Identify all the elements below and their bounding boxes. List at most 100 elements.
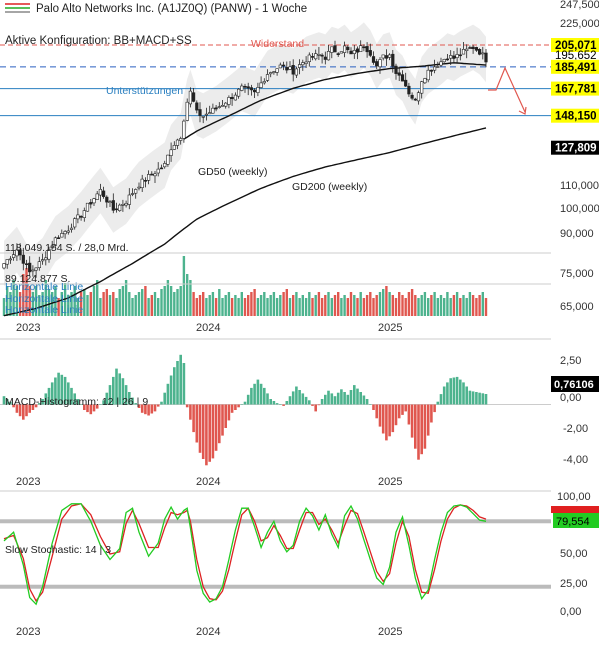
price-label-bg [551, 140, 599, 155]
hline-label-2: Horizontale Linie [5, 293, 83, 305]
candle-down [404, 79, 408, 87]
macd-bar [92, 404, 96, 412]
candle-up [436, 66, 440, 68]
volume-bar [288, 298, 292, 316]
volume-bar [137, 292, 141, 316]
candle-up [140, 178, 144, 189]
volume-bar [346, 298, 349, 316]
candle-down [336, 53, 340, 55]
volume-bar [70, 292, 73, 316]
volume-bar [182, 256, 186, 316]
volume-bar [385, 286, 388, 316]
macd-bar [275, 403, 279, 405]
support-label: Unterstützungen [106, 85, 183, 97]
candle-up [37, 261, 41, 269]
volume-bar [6, 286, 9, 316]
candle-up [82, 210, 86, 219]
macd-bar [105, 392, 109, 405]
candle-up [432, 66, 437, 71]
macd-tick: -4,00 [563, 454, 588, 466]
volume-bar [198, 295, 202, 316]
macd-bar [340, 389, 343, 405]
price-label-bg [551, 38, 599, 52]
candle-up [237, 88, 241, 97]
volume-bar [54, 286, 57, 316]
macd-bar [324, 394, 327, 405]
macd-tick: -2,00 [563, 423, 588, 435]
macd-bar [76, 399, 80, 405]
x-tick-2025: 2025 [378, 626, 402, 638]
stoch-k-line [3, 503, 487, 606]
stoch-tick: 25,00 [560, 578, 588, 590]
price-tick: 247,500 [560, 0, 599, 11]
volume-bar [25, 268, 28, 316]
volume-bar [259, 295, 263, 316]
volume-bar [208, 295, 211, 316]
candle-down [21, 254, 25, 264]
candle-down [111, 200, 115, 211]
volume-bar [31, 292, 35, 316]
x-tick-2024: 2024 [196, 322, 220, 334]
stochastic-panel [0, 503, 551, 606]
macd-bar [189, 404, 192, 420]
macd-bar [263, 387, 266, 405]
candle-up [224, 102, 228, 107]
macd-bar [259, 383, 263, 405]
candle-up [211, 107, 215, 114]
candle-up [5, 259, 9, 265]
candle-down [195, 102, 199, 111]
macd-bar [394, 404, 398, 426]
volume-bar [121, 286, 125, 316]
volume-bar [99, 298, 102, 316]
macd-bar [455, 376, 459, 405]
macd-bar [2, 396, 6, 405]
macd-bar [50, 382, 54, 405]
candle-down [192, 92, 196, 102]
volume-bar [427, 298, 430, 316]
macd-bar [121, 378, 125, 405]
candle-up [163, 163, 167, 168]
gd50-line [183, 62, 487, 140]
candle-up [330, 46, 334, 53]
candle-up [381, 54, 385, 59]
candle-up [423, 78, 427, 84]
macd-histogram [0, 354, 551, 466]
candle-up [256, 87, 260, 94]
candle-up [326, 50, 331, 61]
volume-bar [324, 295, 327, 316]
volume-bar [179, 286, 182, 316]
volume-bar [275, 298, 279, 316]
candle-down [281, 64, 286, 67]
macd-bar [118, 373, 121, 405]
macd-bar [401, 404, 404, 415]
candle-up [269, 72, 273, 75]
candle-down [445, 58, 450, 61]
macd-bar [349, 390, 353, 405]
candle-down [89, 202, 93, 205]
macd-bar [44, 393, 48, 405]
price-label-bg [551, 59, 599, 74]
volume-bar [375, 295, 378, 316]
volume-label-total: 118.049.154 S. / 28,0 Mrd. [5, 242, 129, 254]
candle-up [179, 138, 183, 141]
macd-bar [221, 404, 224, 436]
volume-bar [372, 298, 375, 316]
candle-down [214, 107, 218, 110]
macd-bar [83, 404, 86, 410]
candle-up [134, 189, 138, 194]
macd-bar [356, 388, 359, 405]
bollinger-band [4, 22, 486, 296]
volume-bar [320, 298, 324, 316]
candle-down [243, 86, 247, 88]
macd-bar [426, 404, 430, 436]
macd-bar [353, 385, 356, 405]
macd-bar [465, 386, 468, 405]
candle-up [127, 194, 131, 205]
candle-up [272, 71, 276, 73]
chart-title: Palo Alto Networks Inc. (A1JZ0Q) (PANW) … [36, 3, 307, 15]
candle-up [288, 66, 292, 70]
forecast-arrow-layer [488, 66, 527, 115]
volume-bar [471, 295, 475, 316]
volume-bar [449, 298, 452, 316]
volume-bar [333, 295, 337, 316]
